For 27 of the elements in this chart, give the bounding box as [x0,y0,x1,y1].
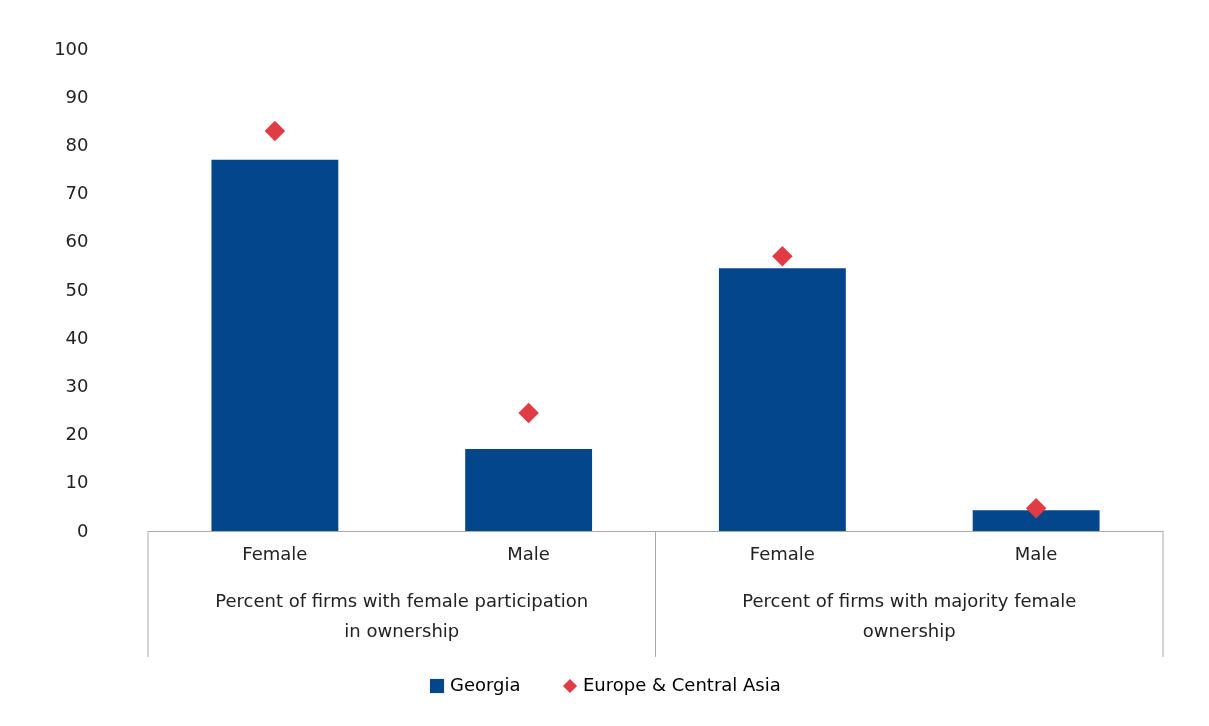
y-tick-label: 60 [65,230,89,252]
x-tick-label: Female [749,542,815,564]
bar [972,510,1100,531]
x-tick-label: Male [1014,542,1058,564]
y-tick-label: 70 [65,182,89,204]
point [264,120,286,142]
text: Percent of firms with majority female ownership [742,590,1077,641]
y-tick-label: 10 [65,471,89,493]
y-tick-label: 50 [65,278,89,300]
bar [211,159,339,531]
y-tick-label: 20 [65,423,89,445]
point [1025,498,1047,519]
legend-label: Europe & Central Asia [583,674,781,695]
bar [465,449,593,531]
y-tick-label: 100 [54,37,89,59]
y-tick-label: 80 [65,133,89,155]
point [518,402,539,424]
text: Percent of firms with female participation in ownership [215,590,589,641]
point [772,246,793,267]
y-tick-label: 0 [77,519,89,541]
legend-label: Georgia [450,674,521,695]
bar [718,268,846,531]
x-tick-label: Male [507,542,550,564]
y-tick-label: 30 [65,374,89,396]
y-tick-label: 90 [65,85,89,107]
y-tick-label: 40 [65,326,89,348]
x-tick-label: Female [242,542,308,564]
